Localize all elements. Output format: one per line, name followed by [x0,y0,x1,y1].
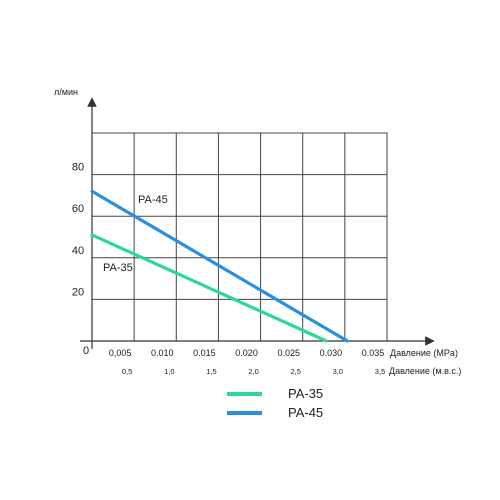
x-tick-label: 0.035 [362,348,385,358]
y-tick-label: 40 [72,245,84,257]
x-tick-label: 0.025 [277,348,300,358]
series-line-pa-45 [90,189,349,343]
grid [91,132,388,342]
labels: л/мин 20 40 60 80 0 0,005 0.010 0.015 0.020 0.025 0… [54,87,461,376]
x2-tick-label: 2,5 [290,367,300,376]
series-inline-label: PA-45 [138,194,168,206]
series-inline-label: PA-35 [103,262,133,274]
x-tick-label: 0,005 [109,348,132,358]
x2-tick-label: 3,5 [375,367,385,376]
x-tick-label: 0.015 [193,348,216,358]
legend-label: PA-35 [288,386,323,401]
y-tick-label: 80 [72,162,84,174]
series-lines [90,189,349,343]
axes [80,97,435,349]
x2-tick-label: 3,0 [333,367,343,376]
x-tick-label: 0.030 [320,348,343,358]
x2-tick-label: 1,0 [164,367,174,376]
x-tick-label: 0.010 [151,348,174,358]
x-tick-label: 0.020 [235,348,258,358]
origin-label: 0 [83,345,89,357]
x2-tick-label: 2,0 [248,367,258,376]
grid-frame [91,132,388,342]
y-tick-label: 20 [72,286,84,298]
legend: PA-35 PA-45 [227,386,323,420]
x2-tick-label: 0,5 [122,367,132,376]
x2-axis-label: Давление (м.в.с.) [389,366,461,376]
y-axis-label: л/мин [54,87,78,97]
series-line-pa-35 [90,233,328,343]
x-axis-label: Давление (MPa) [390,348,458,358]
y-tick-label: 60 [72,203,84,215]
x2-tick-label: 1,5 [206,367,216,376]
legend-label: PA-45 [288,405,323,420]
